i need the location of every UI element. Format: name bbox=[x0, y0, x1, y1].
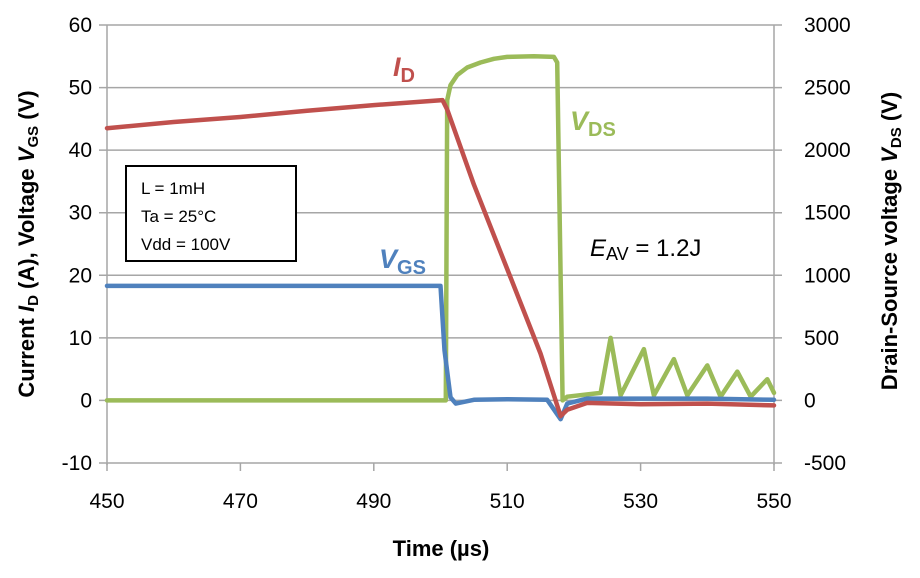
series-label-id: ID bbox=[393, 52, 415, 87]
left-y-tick-label: 60 bbox=[69, 14, 92, 37]
x-tick-label: 530 bbox=[623, 490, 658, 513]
energy-subscript: AV bbox=[606, 244, 629, 264]
right-y-tick-label: 2500 bbox=[804, 77, 851, 100]
x-tick-label: 450 bbox=[89, 490, 124, 513]
left-y-title-prefix: Current bbox=[14, 312, 39, 398]
series-label-vgs-sub: GS bbox=[397, 257, 426, 279]
param-inductance: L = 1mH bbox=[141, 179, 205, 198]
left-y-tick-label: 30 bbox=[69, 202, 92, 225]
right-y-tick-label: 0 bbox=[804, 389, 816, 412]
right-y-tick-labels: -500 0 500 1000 1500 2000 2500 3000 bbox=[804, 14, 851, 475]
energy-value: = 1.2J bbox=[629, 235, 702, 262]
x-tick-label: 470 bbox=[223, 490, 258, 513]
right-y-axis-title: Drain-Source voltage VDS (V) bbox=[877, 92, 905, 390]
x-tick-label: 550 bbox=[756, 490, 791, 513]
x-tick-labels: 450 470 490 510 530 550 bbox=[89, 490, 791, 513]
left-y-title-mid: (A), Voltage bbox=[14, 162, 39, 295]
x-axis-title: Time (µs) bbox=[393, 536, 490, 561]
left-y-axis-title: Current ID (A), Voltage VGS (V) bbox=[14, 90, 42, 397]
left-y-title-suffix: (V) bbox=[14, 90, 39, 125]
series-line-vgs bbox=[104, 283, 777, 422]
series-lines bbox=[104, 54, 777, 422]
series-label-vds-main: V bbox=[570, 106, 590, 136]
param-supply-voltage: Vdd = 100V bbox=[141, 235, 231, 254]
right-y-tick-label: 2000 bbox=[804, 139, 851, 162]
series-label-id-main: I bbox=[393, 52, 401, 82]
energy-annotation: EAV = 1.2J bbox=[590, 235, 701, 264]
left-y-tick-label: 20 bbox=[69, 264, 92, 287]
energy-symbol: E bbox=[590, 235, 607, 262]
series-label-id-sub: D bbox=[401, 65, 415, 87]
right-y-tick-label: -500 bbox=[804, 452, 846, 475]
series-label-vgs: VGS bbox=[379, 244, 426, 279]
parameter-box: L = 1mH Ta = 25°C Vdd = 100V bbox=[125, 165, 297, 262]
right-y-tick-label: 1000 bbox=[804, 264, 851, 287]
right-y-title-prefix: Drain-Source voltage bbox=[877, 163, 902, 390]
parameter-box-frame bbox=[125, 165, 297, 262]
right-y-title-v: V bbox=[877, 146, 902, 163]
x-tick-label: 490 bbox=[356, 490, 391, 513]
left-y-tick-label: 0 bbox=[80, 389, 92, 412]
x-tick-label: 510 bbox=[490, 490, 525, 513]
left-y-tick-labels: -10 0 10 20 30 40 50 60 bbox=[62, 14, 92, 475]
series-line-vds bbox=[104, 54, 777, 403]
series-label-vds-sub: DS bbox=[588, 119, 616, 141]
right-y-title-suffix: (V) bbox=[877, 92, 902, 127]
left-y-tick-label: -10 bbox=[62, 452, 92, 475]
series-label-vds: VDS bbox=[570, 106, 616, 141]
left-y-title-i-sub: D bbox=[25, 295, 42, 306]
right-y-tick-label: 3000 bbox=[804, 14, 851, 37]
series-line-id bbox=[104, 97, 777, 419]
left-y-title-v: V bbox=[14, 145, 39, 162]
left-y-tick-label: 10 bbox=[69, 327, 92, 350]
left-y-title-v-sub: GS bbox=[25, 126, 42, 148]
left-y-tick-label: 50 bbox=[69, 77, 92, 100]
left-y-title-i: I bbox=[14, 305, 39, 312]
series-label-vgs-main: V bbox=[379, 244, 399, 274]
right-y-tick-label: 1500 bbox=[804, 202, 851, 225]
right-y-tick-label: 500 bbox=[804, 327, 839, 350]
param-ambient-temp: Ta = 25°C bbox=[141, 207, 216, 226]
right-y-title-v-sub: DS bbox=[888, 127, 905, 148]
left-y-tick-label: 40 bbox=[69, 139, 92, 162]
